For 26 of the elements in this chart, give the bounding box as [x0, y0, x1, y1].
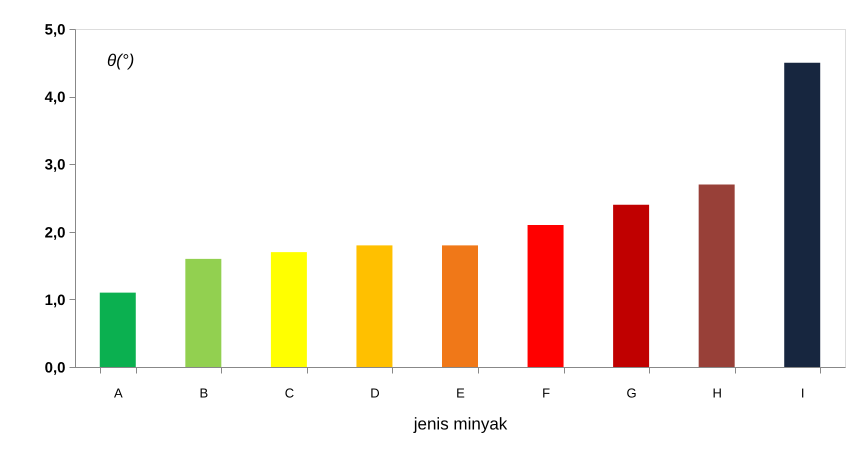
bar [613, 204, 650, 367]
y-axis-title: θ(°) [107, 51, 134, 70]
x-tick-label: I [800, 386, 805, 400]
y-tick-label: 3,0 [44, 156, 66, 174]
y-tick-label: 2,0 [44, 224, 66, 242]
x-tick-label: D [370, 386, 380, 400]
bar [442, 245, 478, 367]
bar [356, 245, 392, 367]
y-tick-label: 4,0 [44, 89, 66, 106]
x-tick-label: G [626, 386, 637, 400]
bar [528, 225, 564, 367]
bar [185, 258, 222, 367]
y-tick-label: 5,0 [44, 22, 66, 38]
bar [270, 252, 307, 367]
y-tick-label: 0,0 [44, 360, 66, 376]
x-tick-label: A [114, 386, 123, 400]
bar [784, 62, 820, 367]
x-tick-label: C [284, 386, 294, 400]
x-tick-label: B [199, 386, 208, 400]
x-tick-label: H [712, 386, 722, 400]
x-axis-title: jenis minyak [412, 414, 508, 434]
x-tick-label: F [542, 386, 550, 400]
bar [100, 292, 136, 367]
bar [698, 184, 735, 367]
y-tick-label: 1,0 [44, 292, 66, 309]
x-tick-label: E [456, 386, 466, 400]
